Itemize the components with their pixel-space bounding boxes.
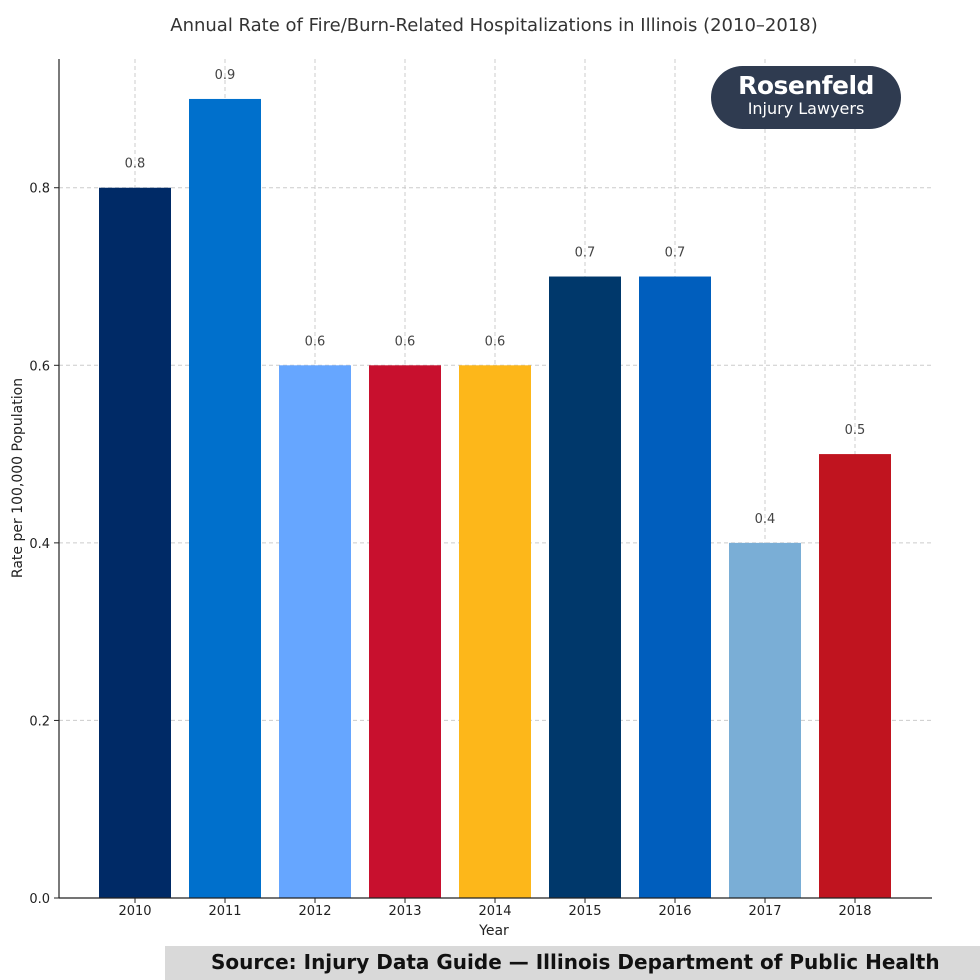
data-label-2018: 0.5 <box>845 423 866 438</box>
bar-2016 <box>639 276 711 898</box>
bars <box>99 98 891 898</box>
bar-2011 <box>189 98 261 898</box>
x-tick-label: 2017 <box>748 904 781 919</box>
x-tick-label: 2012 <box>298 904 331 919</box>
bar-2012 <box>279 365 351 898</box>
value-labels: 0.8 0.9 0.6 0.6 0.6 0.7 0.7 0.4 0.5 <box>125 68 866 527</box>
x-axis-label: Year <box>478 923 509 939</box>
x-tick-label: 2013 <box>388 904 421 919</box>
x-tick-label: 2010 <box>118 904 151 919</box>
y-tick-label: 0.6 <box>29 359 50 374</box>
y-tick-label: 0.4 <box>29 537 50 552</box>
logo-tagline: Injury Lawyers <box>747 99 865 118</box>
data-label-2012: 0.6 <box>305 334 326 349</box>
x-tick-label: 2018 <box>838 904 871 919</box>
source-text: Source: Injury Data Guide — Illinois Dep… <box>211 950 940 974</box>
bar-2017 <box>729 542 801 898</box>
data-label-2014: 0.6 <box>485 334 506 349</box>
y-tick-label: 0.2 <box>29 714 50 729</box>
x-tick-label: 2014 <box>478 904 511 919</box>
bar-2015 <box>549 276 621 898</box>
x-tick-label: 2016 <box>658 904 691 919</box>
bar-2018 <box>819 454 891 898</box>
data-label-2016: 0.7 <box>665 246 686 261</box>
bar-chart: Annual Rate of Fire/Burn-Related Hospita… <box>10 15 932 939</box>
logo-name: Rosenfeld <box>738 71 874 100</box>
x-tick-label: 2015 <box>568 904 601 919</box>
y-ticks: 0.0 0.2 0.4 0.6 0.8 <box>29 182 59 907</box>
bar-2014 <box>459 365 531 898</box>
x-tick-label: 2011 <box>208 904 241 919</box>
y-tick-label: 0.8 <box>29 182 50 197</box>
x-ticks: 2010 2011 2012 2013 2014 2015 2016 2017 2018 <box>118 898 872 919</box>
source-banner: Source: Injury Data Guide — Illinois Dep… <box>165 946 980 980</box>
data-label-2010: 0.8 <box>125 157 146 172</box>
data-label-2013: 0.6 <box>395 334 416 349</box>
data-label-2017: 0.4 <box>755 512 776 527</box>
bar-2010 <box>99 187 171 898</box>
rosenfeld-logo: Rosenfeld Injury Lawyers <box>711 66 901 129</box>
data-label-2015: 0.7 <box>575 246 596 261</box>
data-label-2011: 0.9 <box>215 68 236 83</box>
y-axis-label: Rate per 100,000 Population <box>10 378 26 578</box>
y-tick-label: 0.0 <box>29 892 50 907</box>
chart-title: Annual Rate of Fire/Burn-Related Hospita… <box>170 15 818 36</box>
bar-2013 <box>369 365 441 898</box>
